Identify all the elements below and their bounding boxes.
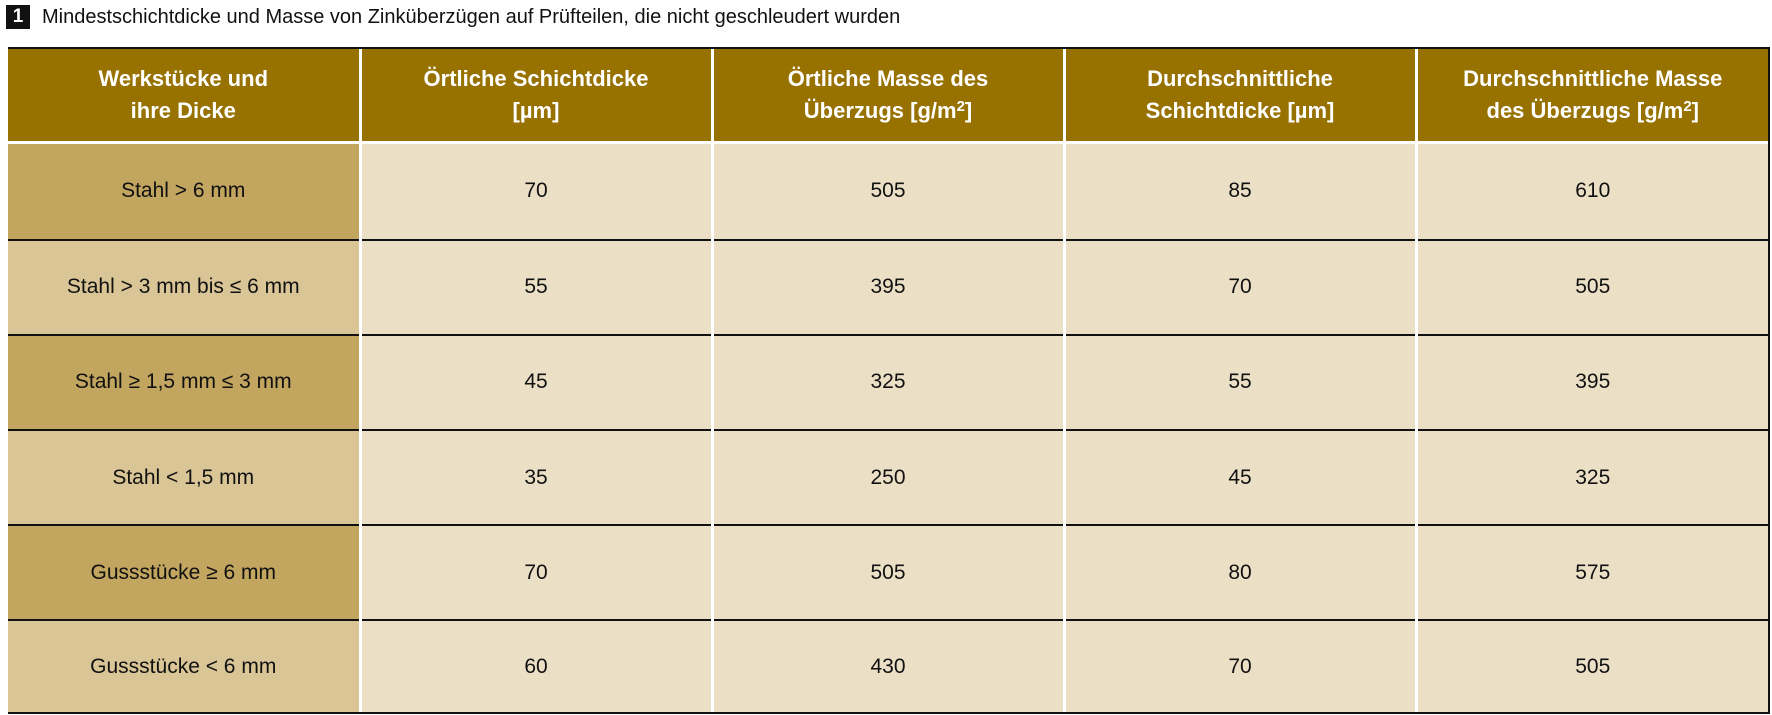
table-row: Stahl < 1,5 mm 35 250 45 325 xyxy=(8,429,1768,527)
average-thickness-cell: 55 xyxy=(1064,334,1418,431)
average-mass-cell: 505 xyxy=(1416,620,1768,712)
caption-text: Mindestschichtdicke und Masse von Zinküb… xyxy=(42,5,901,28)
local-thickness-cell: 35 xyxy=(360,429,714,527)
table-row: Stahl > 3 mm bis ≤ 6 mm 55 395 70 505 xyxy=(8,239,1768,336)
local-mass-cell: 505 xyxy=(712,142,1066,241)
table-row: Stahl ≥ 1,5 mm ≤ 3 mm 45 325 55 395 xyxy=(8,334,1768,431)
local-thickness-cell: 55 xyxy=(360,239,714,336)
average-mass-cell: 610 xyxy=(1416,142,1768,241)
column-header-local-mass: Örtliche Masse des Überzugs [g/m2] xyxy=(712,49,1066,144)
workpiece-cell: Stahl ≥ 1,5 mm ≤ 3 mm xyxy=(8,334,362,431)
average-thickness-cell: 85 xyxy=(1064,142,1418,241)
header-row: Werkstücke und ihre Dicke Örtliche Schic… xyxy=(8,49,1768,144)
average-thickness-cell: 45 xyxy=(1064,429,1418,527)
workpiece-cell: Stahl < 1,5 mm xyxy=(8,429,362,527)
local-mass-cell: 430 xyxy=(712,620,1066,712)
table-row: Gussstücke ≥ 6 mm 70 505 80 575 xyxy=(8,525,1768,622)
table-row: Gussstücke < 6 mm 60 430 70 505 xyxy=(8,620,1768,712)
zinc-coating-table: Werkstücke und ihre Dicke Örtliche Schic… xyxy=(8,47,1770,714)
average-thickness-cell: 80 xyxy=(1064,525,1418,622)
average-mass-cell: 575 xyxy=(1416,525,1768,622)
column-header-local-thickness: Örtliche Schichtdicke [µm] xyxy=(360,49,714,144)
local-mass-cell: 325 xyxy=(712,334,1066,431)
local-thickness-cell: 70 xyxy=(360,142,714,241)
local-thickness-cell: 45 xyxy=(360,334,714,431)
average-mass-cell: 325 xyxy=(1416,429,1768,527)
average-mass-cell: 505 xyxy=(1416,239,1768,336)
column-header-average-thickness: Durchschnittliche Schichtdicke [µm] xyxy=(1064,49,1418,144)
local-thickness-cell: 70 xyxy=(360,525,714,622)
average-thickness-cell: 70 xyxy=(1064,239,1418,336)
average-mass-cell: 395 xyxy=(1416,334,1768,431)
average-thickness-cell: 70 xyxy=(1064,620,1418,712)
caption-number: 1 xyxy=(6,5,30,29)
local-mass-cell: 395 xyxy=(712,239,1066,336)
workpiece-cell: Gussstücke < 6 mm xyxy=(8,620,362,712)
table-caption: 1 Mindestschichtdicke und Masse von Zink… xyxy=(6,2,900,32)
column-header-average-mass: Durchschnittliche Masse des Überzugs [g/… xyxy=(1416,49,1768,144)
local-mass-cell: 250 xyxy=(712,429,1066,527)
local-mass-cell: 505 xyxy=(712,525,1066,622)
local-thickness-cell: 60 xyxy=(360,620,714,712)
workpiece-cell: Gussstücke ≥ 6 mm xyxy=(8,525,362,622)
workpiece-cell: Stahl > 6 mm xyxy=(8,142,362,241)
column-header-workpiece: Werkstücke und ihre Dicke xyxy=(8,49,362,144)
workpiece-cell: Stahl > 3 mm bis ≤ 6 mm xyxy=(8,239,362,336)
table-row: Stahl > 6 mm 70 505 85 610 xyxy=(8,142,1768,241)
